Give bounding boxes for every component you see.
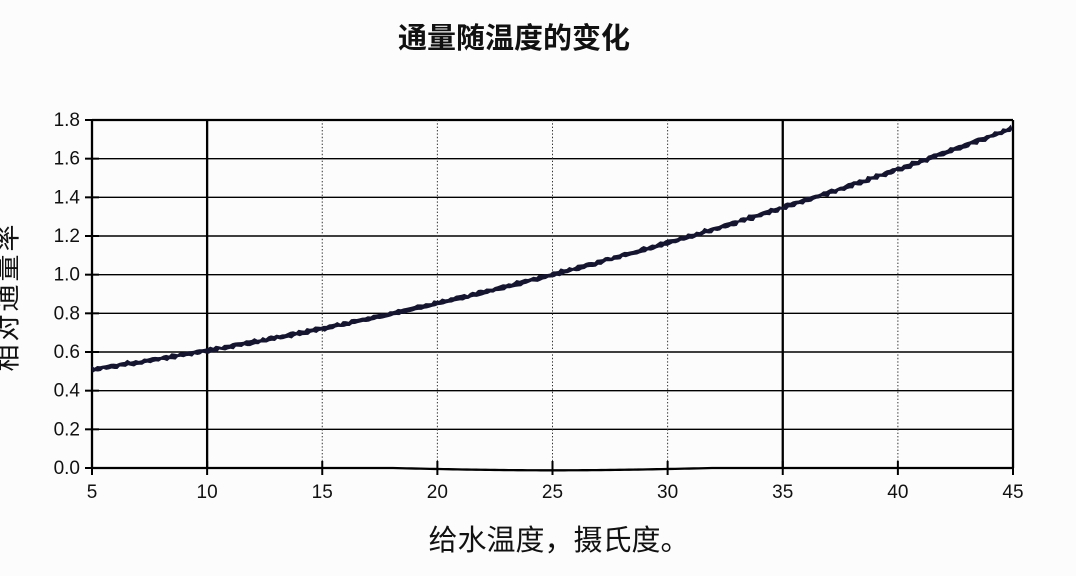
svg-text:30: 30 [657, 482, 678, 503]
svg-text:0.4: 0.4 [54, 381, 81, 402]
svg-text:1.4: 1.4 [54, 187, 81, 208]
svg-text:0.8: 0.8 [54, 303, 80, 324]
svg-text:0.2: 0.2 [54, 419, 80, 440]
svg-text:5: 5 [87, 482, 98, 503]
svg-text:35: 35 [772, 482, 793, 503]
svg-text:40: 40 [887, 482, 908, 503]
svg-text:20: 20 [427, 482, 448, 503]
svg-text:0.0: 0.0 [54, 458, 80, 479]
svg-text:15: 15 [312, 482, 333, 503]
svg-text:1.6: 1.6 [54, 149, 80, 170]
svg-text:25: 25 [542, 482, 563, 503]
svg-text:0.6: 0.6 [54, 342, 80, 363]
svg-text:45: 45 [1002, 482, 1023, 503]
svg-text:1.2: 1.2 [54, 226, 80, 247]
svg-text:1.8: 1.8 [54, 110, 80, 131]
svg-text:1.0: 1.0 [54, 265, 80, 286]
svg-text:10: 10 [197, 482, 218, 503]
